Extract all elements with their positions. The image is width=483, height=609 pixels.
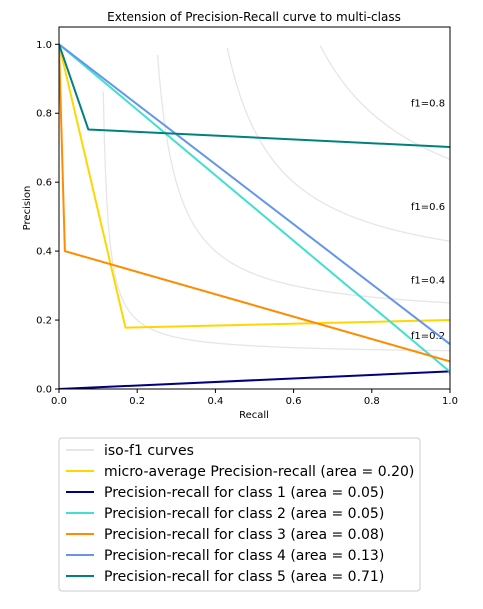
series-line xyxy=(59,43,450,345)
legend-entry: Precision-recall for class 2 (area = 0.0… xyxy=(104,506,384,522)
x-tick-label: 0.8 xyxy=(364,396,380,407)
y-tick-label: 0.2 xyxy=(36,316,52,327)
y-axis-label: Precision xyxy=(22,186,33,231)
y-axis: 0.0 0.2 0.4 0.6 0.8 1.0 xyxy=(36,40,59,396)
legend-entry: iso-f1 curves xyxy=(104,443,194,459)
x-tick-label: 1.0 xyxy=(442,396,458,407)
iso-f1-layer xyxy=(102,45,450,352)
iso-f1-annotation: f1=0.4 xyxy=(411,276,445,287)
series-layer xyxy=(59,43,450,389)
x-tick-label: 0.2 xyxy=(129,396,145,407)
iso-f1-curve xyxy=(102,91,450,352)
chart-title: Extension of Precision-Recall curve to m… xyxy=(107,10,401,24)
y-tick-label: 0.0 xyxy=(36,385,52,396)
x-tick-label: 0.0 xyxy=(51,396,67,407)
series-line xyxy=(59,44,450,329)
iso-f1-annotation: f1=0.8 xyxy=(411,98,445,109)
series-line xyxy=(59,370,450,389)
legend-entry: Precision-recall for class 5 (area = 0.7… xyxy=(104,569,384,585)
x-tick-label: 0.6 xyxy=(286,396,302,407)
plot-area: f1=0.2 f1=0.4 f1=0.6 f1=0.8 xyxy=(58,26,451,390)
legend-entry: Precision-recall for class 4 (area = 0.1… xyxy=(104,548,384,564)
x-tick-label: 0.4 xyxy=(207,396,223,407)
series-line xyxy=(59,44,450,363)
x-axis: 0.0 0.2 0.4 0.6 0.8 1.0 xyxy=(51,389,458,407)
legend: iso-f1 curves micro-average Precision-rec… xyxy=(58,437,421,592)
plot-frame xyxy=(58,26,451,390)
series-line xyxy=(59,43,450,149)
y-tick-label: 0.6 xyxy=(36,178,52,189)
iso-f1-annotation: f1=0.6 xyxy=(411,202,445,213)
legend-entry: Precision-recall for class 3 (area = 0.0… xyxy=(104,527,384,543)
iso-f1-labels: f1=0.2 f1=0.4 f1=0.6 f1=0.8 xyxy=(411,98,445,342)
legend-entry: micro-average Precision-recall (area = 0… xyxy=(104,464,414,480)
legend-frame xyxy=(58,437,421,592)
series-line xyxy=(59,43,450,376)
y-tick-label: 0.8 xyxy=(36,109,52,120)
iso-f1-curve xyxy=(226,47,450,242)
y-tick-label: 1.0 xyxy=(36,40,52,51)
iso-f1-curve xyxy=(319,45,450,160)
y-tick-label: 0.4 xyxy=(36,247,52,258)
legend-entry: Precision-recall for class 1 (area = 0.0… xyxy=(104,485,384,501)
x-axis-label: Recall xyxy=(239,410,269,421)
iso-f1-annotation: f1=0.2 xyxy=(411,331,445,342)
iso-f1-curve xyxy=(156,54,450,304)
